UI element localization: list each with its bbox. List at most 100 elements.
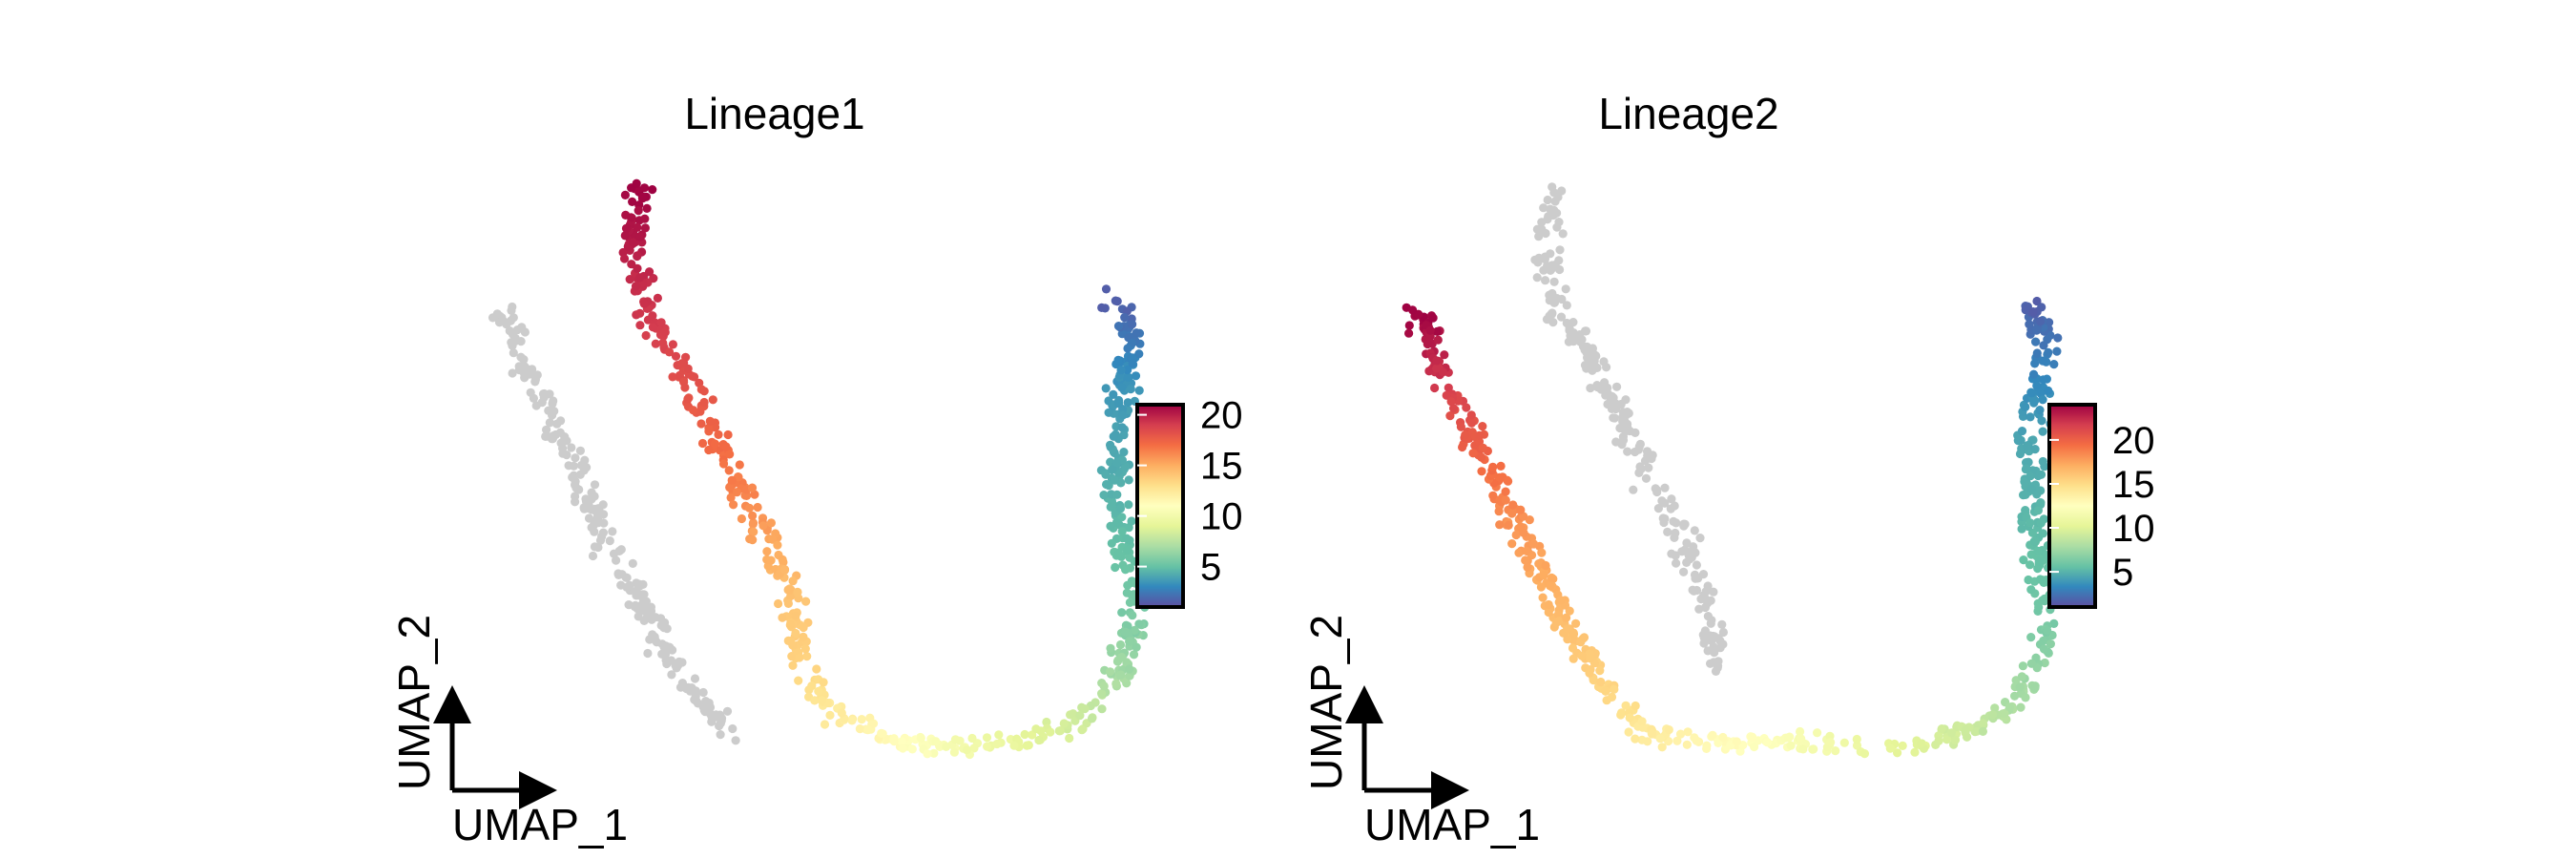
pseudotime-cell-point xyxy=(1522,546,1531,555)
colorbar-tick-label: 10 xyxy=(2112,508,2155,550)
pseudotime-cell-point xyxy=(1099,491,1109,500)
pseudotime-cell-point xyxy=(1595,666,1605,676)
pseudotime-cell-point xyxy=(699,397,709,408)
gray-cell-point xyxy=(625,580,634,590)
gray-cell-point xyxy=(555,428,565,437)
pseudotime-cell-point xyxy=(1121,565,1131,575)
gray-cell-point xyxy=(677,681,687,691)
pseudotime-cell-point xyxy=(2046,639,2055,649)
pseudotime-cell-point xyxy=(794,676,803,685)
pseudotime-cell-point xyxy=(1116,366,1126,375)
gray-cell-point xyxy=(1718,627,1728,638)
pseudotime-cell-point xyxy=(1664,725,1673,735)
pseudotime-cell-point xyxy=(2037,416,2046,426)
pseudotime-cell-point xyxy=(1539,571,1548,580)
pseudotime-cell-point xyxy=(639,183,650,193)
pseudotime-cell-point xyxy=(2049,618,2059,629)
pseudotime-cell-point xyxy=(1113,322,1124,331)
pseudotime-cell-point xyxy=(1099,681,1109,691)
lineage1-umap-axes-indicator: UMAP_1 UMAP_2 xyxy=(389,615,628,849)
pseudotime-cell-point xyxy=(621,223,632,233)
gray-cell-point xyxy=(1580,361,1590,370)
pseudotime-cell-point xyxy=(1568,629,1579,639)
pseudotime-cell-point xyxy=(820,720,830,729)
lineage2-umap-axes-indicator: UMAP_1 UMAP_2 xyxy=(1301,615,1540,849)
pseudotime-cell-point xyxy=(734,472,743,482)
pseudotime-cell-point xyxy=(1109,431,1118,441)
gray-cell-point xyxy=(1555,264,1565,275)
pseudotime-cell-point xyxy=(1113,355,1123,365)
pseudotime-cell-point xyxy=(817,696,826,705)
pseudotime-cell-point xyxy=(1087,714,1097,723)
gray-cell-point xyxy=(1708,645,1717,655)
pseudotime-cell-point xyxy=(2049,360,2059,369)
pseudotime-cell-point xyxy=(1132,328,1141,338)
pseudotime-cell-point xyxy=(1080,704,1090,714)
gray-cell-point xyxy=(571,480,580,490)
gray-cell-point xyxy=(628,558,637,569)
gray-cell-point xyxy=(1537,224,1547,234)
pseudotime-cell-point xyxy=(635,321,645,330)
pseudotime-cell-point xyxy=(1408,305,1418,315)
pseudotime-cell-point xyxy=(1601,686,1610,696)
gray-cell-point xyxy=(716,730,725,740)
pseudotime-cell-point xyxy=(677,359,687,368)
pseudotime-cell-point xyxy=(1523,562,1532,573)
pseudotime-cell-point xyxy=(2020,477,2029,487)
pseudotime-cell-point xyxy=(855,724,865,734)
pseudotime-cell-point xyxy=(898,744,907,753)
pseudotime-cell-point xyxy=(783,585,793,595)
pseudotime-cell-point xyxy=(916,733,925,743)
pseudotime-cell-point xyxy=(962,745,972,755)
pseudotime-cell-point xyxy=(1117,608,1127,618)
lineage2-colorbar-fill xyxy=(2047,403,2097,609)
pseudotime-cell-point xyxy=(1042,717,1051,727)
pseudotime-cell-point xyxy=(1796,726,1805,737)
pseudotime-cell-point xyxy=(2035,406,2045,415)
pseudotime-cell-point xyxy=(637,192,648,201)
pseudotime-cell-point xyxy=(1556,596,1566,605)
pseudotime-cell-point xyxy=(1529,539,1539,549)
pseudotime-cell-point xyxy=(1813,728,1822,738)
pseudotime-cell-point xyxy=(1031,724,1041,734)
gray-cell-point xyxy=(1713,663,1722,673)
gray-cell-point xyxy=(1623,447,1632,456)
gray-cell-point xyxy=(488,313,498,323)
gray-cell-point xyxy=(1698,591,1709,600)
pseudotime-cell-point xyxy=(1783,733,1793,743)
gray-cell-point xyxy=(498,317,508,326)
pseudotime-cell-point xyxy=(1553,610,1564,619)
pseudotime-cell-point xyxy=(1536,582,1546,592)
gray-cell-point xyxy=(1714,657,1723,666)
gray-cell-point xyxy=(1544,212,1553,221)
pseudotime-cell-point xyxy=(2026,659,2036,668)
pseudotime-cell-point xyxy=(2031,337,2041,346)
pseudotime-cell-point xyxy=(1109,389,1118,399)
pseudotime-cell-point xyxy=(1433,335,1443,345)
gray-cell-point xyxy=(1588,366,1597,375)
pseudotime-cell-point xyxy=(1937,724,1946,734)
gray-cell-point xyxy=(587,488,596,497)
pseudotime-cell-point xyxy=(1610,684,1619,694)
pseudotime-cell-point xyxy=(750,490,759,499)
gray-cell-point xyxy=(605,536,614,546)
pseudotime-cell-point xyxy=(812,664,821,674)
pseudotime-cell-point xyxy=(1624,727,1633,737)
gray-cell-point xyxy=(1660,498,1670,508)
lineage1-panel: Lineage1 UMAP_1 UMAP_2 5 10 15 20 xyxy=(389,89,1243,849)
pseudotime-cell-point xyxy=(758,521,768,531)
pseudotime-cell-point xyxy=(749,527,758,536)
pseudotime-cell-point xyxy=(1448,404,1459,413)
gray-cell-point xyxy=(1692,560,1701,570)
gray-cell-point xyxy=(1589,356,1599,366)
gray-cell-point xyxy=(593,542,603,553)
pseudotime-cell-point xyxy=(1134,349,1144,359)
pseudotime-cell-point xyxy=(1718,732,1728,743)
pseudotime-cell-point xyxy=(1548,574,1558,584)
pseudotime-cell-point xyxy=(1117,527,1127,536)
pseudotime-cell-point xyxy=(1120,627,1131,637)
gray-cell-point xyxy=(1618,408,1628,417)
gray-cell-point xyxy=(1695,534,1705,543)
pseudotime-cell-point xyxy=(1607,692,1617,702)
